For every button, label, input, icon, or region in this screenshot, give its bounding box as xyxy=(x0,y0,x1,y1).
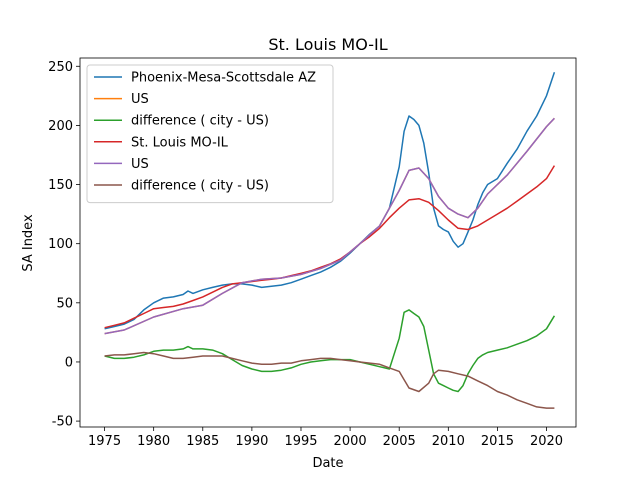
legend: Phoenix-Mesa-Scottsdale AZ US difference (… xyxy=(86,64,334,204)
chart-title: St. Louis MO-IL xyxy=(268,35,387,54)
series-line-2 xyxy=(104,309,556,393)
legend-entry-1: US xyxy=(131,92,149,107)
x-tick-label-4: 1995 xyxy=(284,434,317,449)
plot-area: 1975 1980 1985 1990 1995 2000 2005 2010 2015 2020… xyxy=(48,57,577,449)
plot-frame xyxy=(79,57,577,428)
y-tick-label-0: -50 xyxy=(52,415,73,430)
series-line-5 xyxy=(104,351,555,409)
x-tick-label-8: 2015 xyxy=(481,434,514,449)
x-tick-label-5: 2000 xyxy=(334,434,367,449)
legend-box xyxy=(86,64,334,204)
x-tick-label-1: 1980 xyxy=(137,434,170,449)
y-tick-label-6: 250 xyxy=(48,60,73,75)
legend-entry-3: St. Louis MO-IL xyxy=(131,135,229,150)
x-tick-label-0: 1975 xyxy=(88,434,121,449)
y-tick-label-3: 100 xyxy=(48,237,73,252)
x-tick-label-9: 2020 xyxy=(530,434,563,449)
x-tick-label-3: 1990 xyxy=(235,434,268,449)
y-tick-label-1: 0 xyxy=(65,355,73,370)
series-line-4 xyxy=(104,117,555,335)
x-tick-label-6: 2005 xyxy=(383,434,416,449)
y-tick-label-5: 200 xyxy=(48,119,73,134)
y-axis-label: SA Index xyxy=(21,214,36,272)
legend-entry-5: difference ( city - US) xyxy=(131,179,269,194)
legend-entry-0: Phoenix-Mesa-Scottsdale AZ xyxy=(131,71,316,86)
y-tick-label-2: 50 xyxy=(56,296,73,311)
x-tick-label-7: 2010 xyxy=(432,434,465,449)
x-axis-label: Date xyxy=(312,456,343,471)
legend-entry-4: US xyxy=(131,157,149,172)
x-tick-label-2: 1985 xyxy=(186,434,219,449)
y-tick-label-4: 150 xyxy=(48,178,73,193)
legend-entry-2: difference ( city - US) xyxy=(131,114,269,129)
